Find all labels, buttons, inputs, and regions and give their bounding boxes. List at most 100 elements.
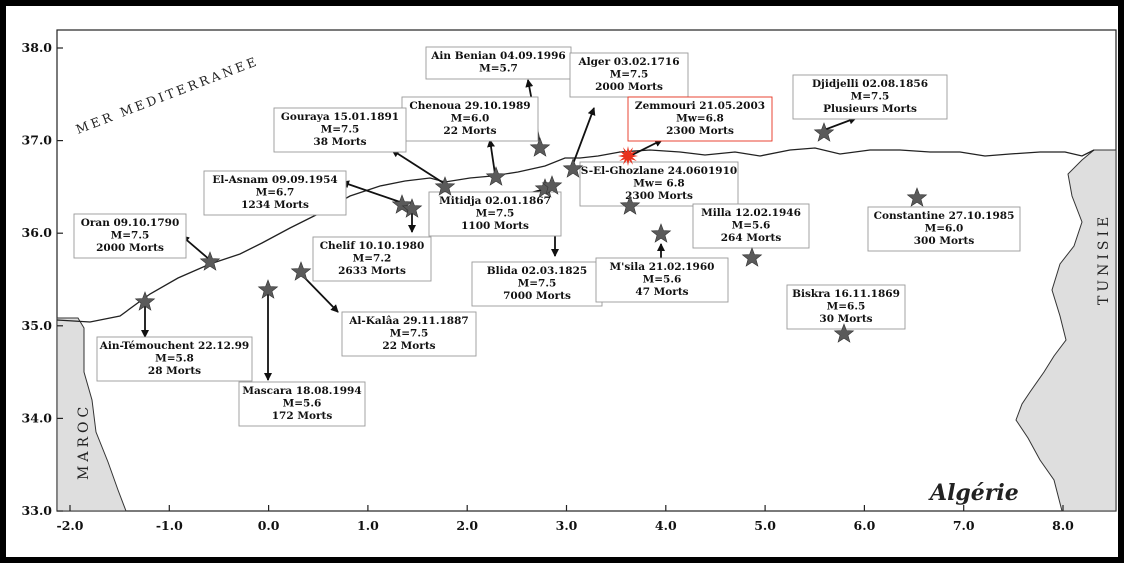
label-box <box>401 96 539 142</box>
label-line: Mascara 18.08.1994 <box>242 385 361 397</box>
epicenter-star-gouraya <box>434 176 456 196</box>
label-line: 2000 Morts <box>96 242 164 254</box>
x-tick-label: 4.0 <box>655 518 677 533</box>
label-box <box>341 311 477 357</box>
label-line: M=5.6 <box>283 398 322 410</box>
label-box <box>569 52 689 98</box>
label-line: 1234 Morts <box>241 199 309 211</box>
label-line: 172 Morts <box>272 410 333 422</box>
label-line: M=7.5 <box>851 91 890 103</box>
label-line: Gouraya 15.01.1891 <box>281 111 399 123</box>
label-line: Milla 12.02.1946 <box>701 207 801 219</box>
tunisia-label: TUNISIE <box>1096 213 1112 305</box>
label-line: M=6.7 <box>256 187 295 199</box>
label-line: Mw= 6.8 <box>633 178 684 190</box>
label-box <box>238 381 366 427</box>
x-tick-label: 8.0 <box>1052 518 1074 533</box>
label-line: Blida 02.03.1825 <box>487 265 587 277</box>
country-label: Algérie <box>928 480 1019 506</box>
label-line: Alger 03.02.1716 <box>577 56 679 68</box>
label-line: 38 Morts <box>313 136 366 148</box>
y-tick-label: 38.0 <box>22 40 53 55</box>
epicenter-star-djidjelli <box>813 122 835 142</box>
label-line: M=6.5 <box>827 301 866 313</box>
label-box <box>425 46 572 80</box>
y-tick-label: 34.0 <box>22 410 53 425</box>
label-box <box>273 107 407 153</box>
label-box <box>692 203 810 249</box>
label-line: 2633 Morts <box>338 265 406 277</box>
epicenter-star-biskra <box>833 323 855 343</box>
y-tick-label: 33.0 <box>22 503 53 518</box>
y-tick-label: 36.0 <box>22 225 53 240</box>
coastline <box>56 147 1095 323</box>
x-tick-label: 7.0 <box>953 518 975 533</box>
label-line: 264 Morts <box>721 232 782 244</box>
label-line: Plusieurs Morts <box>823 103 917 115</box>
epicenter-star-chelif <box>401 198 423 218</box>
arrow-al-kalaa <box>301 274 339 313</box>
label-line: 300 Morts <box>914 235 975 247</box>
label-line: Mw=6.8 <box>676 113 724 125</box>
label-line: 2000 Morts <box>595 81 663 93</box>
label-line: Chenoua 29.10.1989 <box>409 100 530 112</box>
label-line: Biskra 16.11.1869 <box>792 288 900 300</box>
label-box <box>96 336 253 382</box>
label-line: S-El-Ghozlane 24.0601910 <box>581 165 737 177</box>
label-line: Chelif 10.10.1980 <box>320 240 425 252</box>
x-tick-label: 0.0 <box>258 518 280 533</box>
arrow-gouraya <box>391 149 446 185</box>
morocco-land <box>56 317 127 512</box>
epicenter-star-ain-benian <box>529 137 551 157</box>
label-line: M=7.5 <box>111 230 150 242</box>
label-line: 22 Morts <box>382 340 435 352</box>
arrow-alger <box>572 107 596 165</box>
x-tick-label: -2.0 <box>57 518 84 533</box>
label-line: M=7.5 <box>610 69 649 81</box>
label-box <box>312 236 432 282</box>
label-line: 22 Morts <box>443 125 496 137</box>
label-box <box>579 161 739 207</box>
label-box <box>203 170 347 216</box>
epicenter-star-oran <box>199 251 221 271</box>
label-box <box>595 257 729 303</box>
label-line: Mitidja 02.01.1867 <box>439 195 551 207</box>
label-line: 7000 Morts <box>503 290 571 302</box>
arrow-zemmouri <box>629 139 663 157</box>
epicenters <box>134 122 928 343</box>
label-line: Constantine 27.10.1985 <box>874 210 1015 222</box>
label-line: M'sila 21.02.1960 <box>610 261 715 273</box>
label-line: M=5.6 <box>643 274 682 286</box>
label-box <box>428 191 562 237</box>
epicenter-star-s-el-ghozlane <box>619 195 641 215</box>
arrow-djidjelli <box>823 116 857 131</box>
x-tick-label: 3.0 <box>556 518 578 533</box>
epicenter-star-al-kalaa <box>290 261 312 281</box>
label-line: Al-Kalâa 29.11.1887 <box>348 315 468 327</box>
x-tick-label: 2.0 <box>456 518 478 533</box>
label-line: M=5.6 <box>732 220 771 232</box>
epicenter-star-chenoua <box>485 166 507 186</box>
epicenter-star-ain-temouchent <box>134 291 156 311</box>
label-line: M=7.5 <box>321 124 360 136</box>
label-line: M=7.5 <box>518 278 557 290</box>
label-box <box>867 206 1021 252</box>
